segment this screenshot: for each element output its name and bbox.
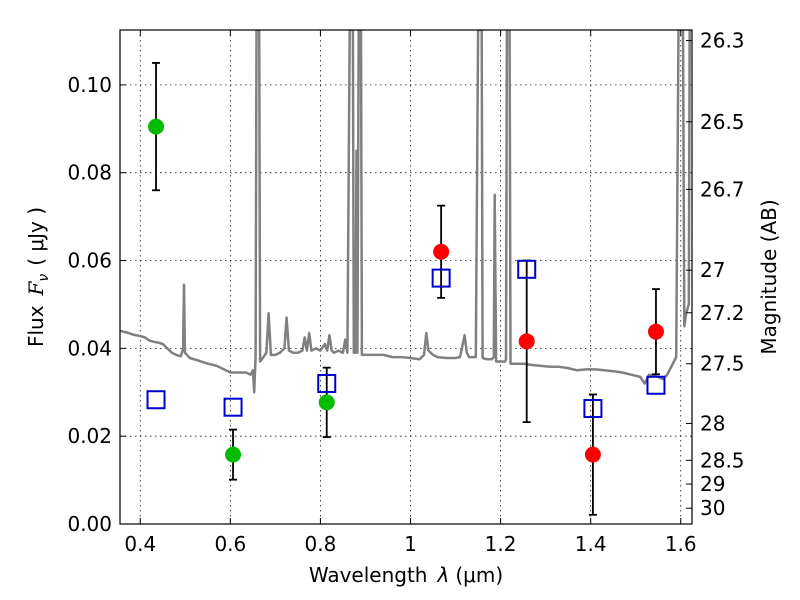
spectrum-line: [120, 30, 692, 394]
model-square-point: [646, 375, 666, 395]
data-point: [433, 243, 450, 260]
y-axis-label-subscript: ν: [36, 274, 52, 282]
model-square-point: [583, 399, 603, 419]
model-square-point: [517, 259, 537, 279]
magnitude-tick-label: 26.5: [700, 110, 745, 134]
x-tick-label: 0.8: [305, 532, 337, 556]
x-axis-label-text: Wavelength: [309, 563, 428, 587]
data-point: [518, 333, 535, 350]
y-tick-label: 0.00: [67, 512, 112, 536]
y-tick-label: 0.06: [67, 249, 112, 273]
y-axis-label-unit: ( μJy ): [24, 207, 48, 266]
x-tick-label: 1.4: [575, 532, 607, 556]
plot-frame: [119, 29, 693, 525]
photometry-points: [146, 62, 666, 516]
model-square-point: [223, 397, 243, 417]
grid-lines: [120, 30, 692, 525]
data-point: [318, 394, 335, 411]
data-point: [148, 118, 165, 135]
x-axis-label: Wavelength λ (μm): [309, 563, 503, 587]
y-axis-label-symbol: F: [24, 280, 48, 296]
model-spectrum: [120, 30, 692, 394]
magnitude-tick-label: 30: [700, 496, 725, 520]
axis-ticks: 0.4 0.6 0.8 1 1.2 1.4 1.6 0.00 0.02 0.04 0.06 0.08 0…: [67, 29, 744, 556]
model-square-point: [146, 390, 166, 410]
y-tick-label: 0.10: [67, 73, 112, 97]
magnitude-tick-label: 27.5: [700, 352, 745, 376]
magnitude-tick-label: 26.7: [700, 177, 745, 201]
y-tick-label: 0.04: [67, 336, 112, 360]
magnitude-tick-label: 26.3: [700, 29, 745, 53]
data-point: [225, 446, 242, 463]
model-square-point: [431, 268, 451, 288]
magnitude-tick-label: 29: [700, 472, 725, 496]
magnitude-tick-label: 28.5: [700, 448, 745, 472]
magnitude-tick-label: 28: [700, 411, 725, 435]
x-tick-label: 1: [404, 532, 417, 556]
model-square-point: [317, 373, 337, 393]
right-axis-label: Magnitude (AB): [757, 199, 781, 354]
magnitude-tick-label: 27: [700, 258, 725, 282]
magnitude-tick-label: 27.2: [700, 301, 745, 325]
x-tick-label: 0.4: [124, 532, 156, 556]
y-tick-label: 0.08: [67, 161, 112, 185]
data-point: [584, 446, 601, 463]
data-point: [647, 323, 664, 340]
y-axis-label-text: Flux: [24, 305, 48, 347]
x-tick-label: 1.6: [665, 532, 697, 556]
y-axis-label: Flux Fν ( μJy ): [24, 207, 52, 347]
x-tick-label: 0.6: [214, 532, 246, 556]
x-tick-label: 1.2: [485, 532, 517, 556]
x-axis-label-symbol: λ: [437, 563, 450, 587]
x-axis-label-unit: (μm): [455, 563, 503, 587]
y-tick-label: 0.02: [67, 424, 112, 448]
